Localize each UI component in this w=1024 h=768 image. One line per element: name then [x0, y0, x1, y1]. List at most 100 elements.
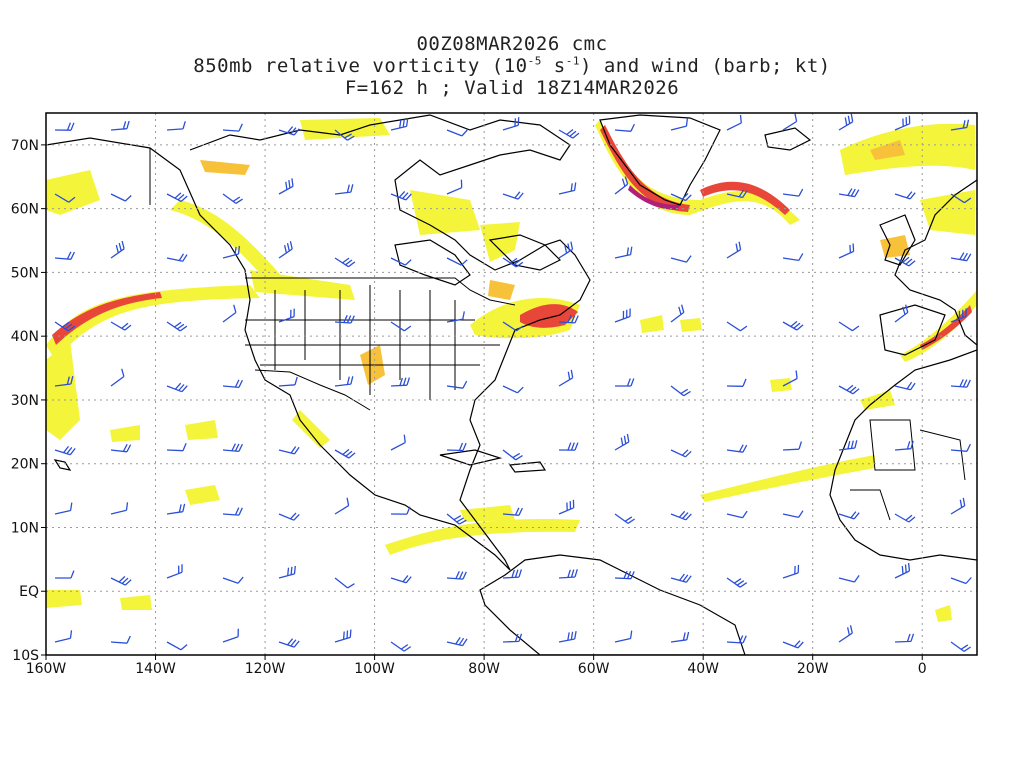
y-tick-label: EQ	[19, 584, 39, 600]
y-tick-label: 40N	[11, 329, 39, 345]
wind-barb	[390, 321, 412, 332]
wind-barb	[334, 376, 354, 387]
wind-barb	[894, 513, 916, 523]
wind-barb	[166, 121, 186, 131]
wind-barb	[110, 321, 132, 331]
wind-barb	[670, 573, 692, 583]
wind-barb	[390, 506, 411, 515]
wind-barb	[950, 379, 971, 388]
wind-barb	[502, 257, 524, 268]
coast-iberia	[879, 304, 946, 356]
x-tick-label: 100W	[354, 661, 395, 677]
wind-barb	[838, 511, 860, 520]
wind-barb	[950, 252, 972, 262]
wind-barb	[558, 241, 574, 259]
wind-barb	[670, 510, 692, 521]
wind-barb	[278, 376, 298, 387]
wind-barb	[838, 440, 858, 451]
wind-barb	[446, 513, 467, 525]
wind-barb	[726, 635, 747, 644]
wind-barb	[614, 630, 633, 643]
y-tick-label: 60N	[11, 202, 39, 218]
wind-barb	[110, 368, 125, 387]
wind-barb	[894, 562, 911, 579]
coast-hudson-bay	[394, 239, 471, 286]
wind-barb	[222, 245, 241, 259]
wind-barb	[950, 497, 966, 515]
y-tick-label: 20N	[11, 457, 39, 473]
wind-barb	[894, 440, 914, 451]
y-tick-label: 70N	[11, 138, 39, 154]
wind-barb	[110, 193, 132, 202]
coast-greenland	[599, 114, 721, 206]
wind-barb	[614, 433, 630, 451]
wind-barb	[110, 443, 132, 453]
wind-barb	[558, 182, 577, 195]
y-tick-label: 50N	[11, 265, 39, 281]
wind-barb	[446, 637, 468, 647]
wind-barb	[950, 443, 971, 452]
wind-barb	[558, 128, 580, 139]
wind-barbs	[54, 113, 972, 652]
wind-barb	[726, 114, 742, 131]
wind-barb	[390, 575, 412, 584]
wind-barb	[502, 385, 524, 394]
x-tick-label: 20W	[797, 661, 829, 677]
wind-barb	[670, 449, 692, 458]
y-tick-label: 10N	[11, 520, 39, 536]
wind-barb	[614, 176, 629, 195]
map-frame	[45, 112, 978, 656]
wind-barb	[502, 117, 520, 131]
wind-barb	[334, 448, 356, 459]
wind-barb	[894, 256, 916, 267]
wind-barb	[54, 251, 75, 260]
y-axis: 70N 60N 50N 40N 30N 20N 10N EQ 10S	[11, 138, 46, 664]
wind-barb	[54, 376, 74, 387]
wind-barb	[334, 129, 355, 141]
wind-barb	[782, 370, 798, 387]
wind-barb	[502, 633, 523, 643]
wind-barb	[670, 631, 690, 643]
wind-barb	[502, 191, 524, 200]
wind-barb	[166, 253, 188, 262]
wind-barb	[838, 188, 860, 198]
wind-barb	[782, 441, 803, 451]
wind-barb	[782, 564, 800, 579]
x-tick-label: 40W	[687, 661, 719, 677]
wind-barb	[278, 308, 295, 323]
wind-barb	[894, 633, 915, 643]
wind-barb	[558, 314, 579, 324]
wind-barb	[446, 442, 467, 452]
x-tick-label: 140W	[135, 661, 176, 677]
wind-barb	[334, 315, 355, 324]
wind-barb	[950, 308, 967, 323]
wind-barb	[390, 257, 412, 266]
wind-barb	[54, 193, 76, 203]
wind-barb	[726, 321, 748, 332]
vorticity-shading	[46, 118, 977, 622]
wind-barb	[390, 118, 409, 131]
wind-barb	[558, 499, 575, 515]
wind-barb	[838, 243, 855, 259]
wind-barb	[726, 189, 748, 199]
x-tick-label: 120W	[245, 661, 286, 677]
wind-barb	[278, 241, 293, 259]
wind-barb	[166, 192, 188, 202]
wind-barb	[950, 193, 972, 204]
wind-barb	[782, 510, 804, 519]
wind-barb	[894, 115, 911, 131]
wind-barb	[502, 449, 523, 461]
wind-barb	[55, 570, 75, 579]
wind-barb	[110, 240, 125, 259]
wind-barb	[670, 385, 691, 397]
wind-barb	[278, 126, 300, 136]
wind-barb	[278, 638, 300, 648]
coast-south-america	[479, 554, 746, 655]
wind-barb	[222, 123, 243, 132]
vorticity-mediterranean	[900, 290, 977, 362]
wind-barb	[222, 193, 243, 204]
wind-barb	[894, 304, 909, 323]
wind-barb	[838, 625, 853, 643]
wind-barb	[390, 434, 406, 451]
